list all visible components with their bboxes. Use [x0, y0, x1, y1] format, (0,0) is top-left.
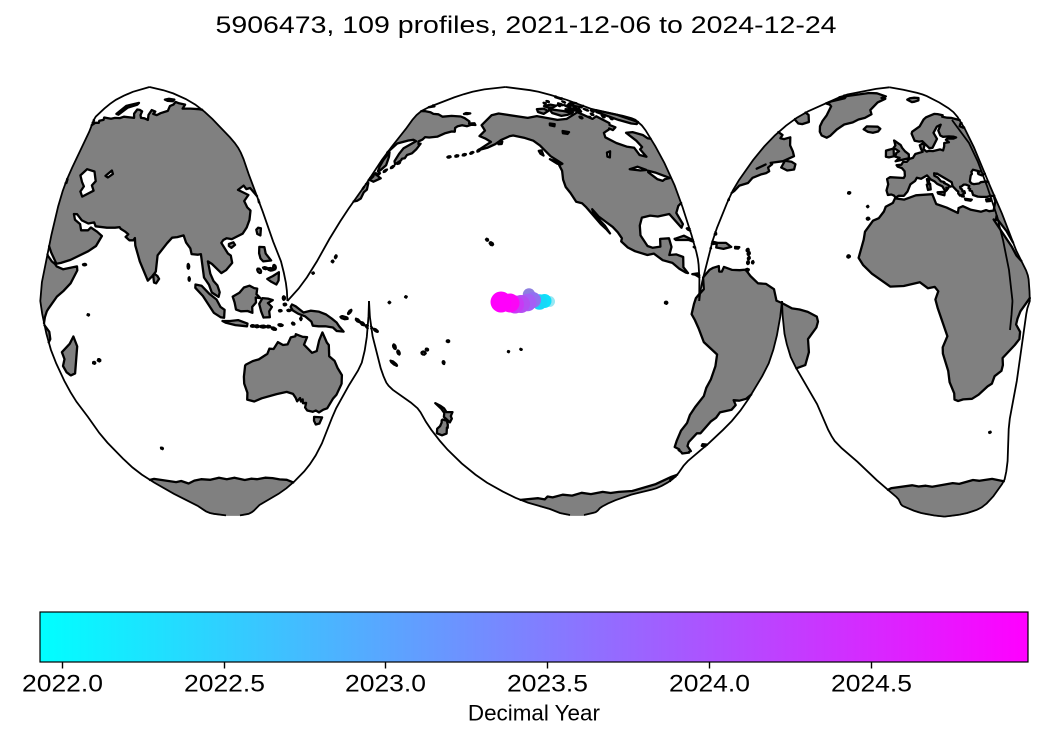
svg-text:2024.5: 2024.5 — [831, 671, 912, 697]
svg-text:5906473, 109 profiles, 2021-12: 5906473, 109 profiles, 2021-12-06 to 202… — [216, 11, 837, 38]
svg-text:2022.5: 2022.5 — [184, 671, 265, 697]
svg-text:2024.0: 2024.0 — [669, 671, 750, 697]
svg-text:Decimal Year: Decimal Year — [468, 701, 601, 726]
svg-text:2022.0: 2022.0 — [22, 671, 103, 697]
svg-text:2023.5: 2023.5 — [507, 671, 588, 697]
svg-text:2023.0: 2023.0 — [345, 671, 426, 697]
